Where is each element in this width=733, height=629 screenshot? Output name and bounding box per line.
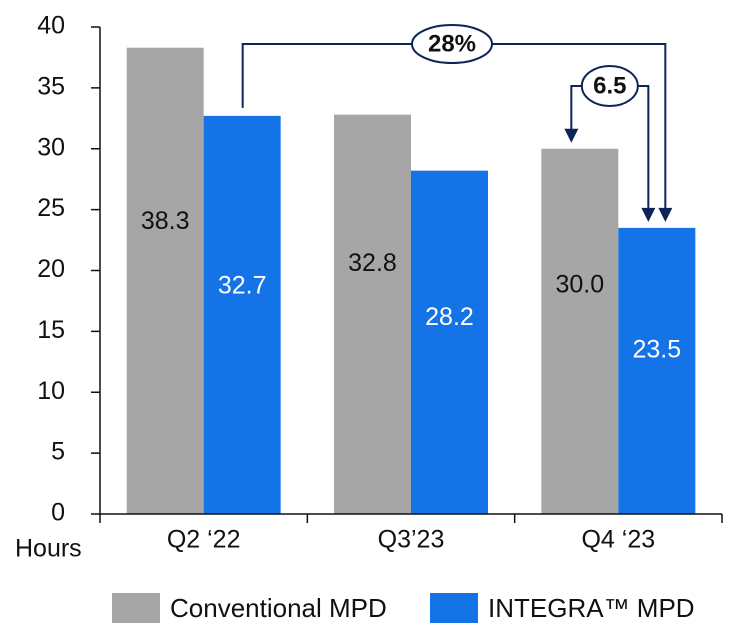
data-label-integra-mpd-q3-23: 28.2 bbox=[425, 303, 474, 331]
annotation-28pct: 28% bbox=[428, 30, 476, 57]
data-label-conventional-mpd-q3-23: 32.8 bbox=[348, 249, 397, 277]
bar-conventional-mpd-q2-22 bbox=[126, 47, 204, 514]
y-tick-label: 15 bbox=[37, 316, 65, 344]
data-label-integra-mpd-q2-22: 32.7 bbox=[218, 272, 267, 300]
bracket-6-5-arrowhead-right bbox=[641, 207, 656, 222]
y-axis-unit-label: Hours bbox=[15, 535, 82, 563]
y-tick-label: 10 bbox=[37, 377, 65, 405]
x-tick-label: Q4 ‘23 bbox=[581, 526, 655, 554]
y-tick-label: 0 bbox=[51, 499, 65, 527]
bar-chart: 38.3 32.8 30.0 32.7 28.2 23.5 0 5 10 15 20 25 30 35 4… bbox=[15, 12, 723, 563]
data-label-conventional-mpd-q4-23: 30.0 bbox=[555, 270, 604, 298]
y-tick-label: 40 bbox=[37, 12, 65, 40]
bar-integra-mpd-q4-23 bbox=[618, 227, 696, 514]
legend-label-conventional: Conventional MPD bbox=[170, 592, 387, 623]
y-tick-label: 30 bbox=[37, 133, 65, 161]
bars: 38.3 32.8 30.0 32.7 28.2 23.5 bbox=[126, 47, 696, 515]
bar-integra-mpd-q2-22 bbox=[203, 115, 281, 514]
data-label-integra-mpd-q4-23: 23.5 bbox=[632, 336, 681, 364]
bracket-6-5-arrowhead-left bbox=[564, 128, 579, 143]
legend: Conventional MPD INTEGRA™ MPD bbox=[0, 590, 733, 626]
legend-item-conventional-mpd: Conventional MPD bbox=[112, 590, 387, 626]
y-tick-label: 25 bbox=[37, 194, 65, 222]
data-label-conventional-mpd-q2-22: 38.3 bbox=[141, 207, 190, 235]
legend-swatch-integra bbox=[430, 593, 478, 623]
bar-integra-mpd-q3-23 bbox=[411, 170, 488, 515]
bubble-6-5 bbox=[580, 65, 639, 107]
bubble-28pct bbox=[411, 24, 493, 64]
annotations: 28% 6.5 bbox=[241, 24, 673, 222]
axes: 0 5 10 15 20 25 30 35 40 Q2 ‘22 Q3’23 Q4 ‘23 Hours bbox=[15, 12, 723, 563]
bar-conventional-mpd-q4-23 bbox=[541, 148, 619, 514]
legend-swatch-conventional bbox=[112, 593, 160, 623]
bar-conventional-mpd-q3-23 bbox=[334, 114, 411, 514]
legend-label-integra: INTEGRA™ MPD bbox=[488, 592, 695, 623]
legend-item-integra-mpd: INTEGRA™ MPD bbox=[430, 590, 695, 626]
x-tick-label: Q2 ‘22 bbox=[167, 526, 241, 554]
annotation-6-5: 6.5 bbox=[593, 72, 626, 99]
y-tick-label: 5 bbox=[51, 438, 65, 466]
y-tick-label: 20 bbox=[37, 255, 65, 283]
x-tick-label: Q3’23 bbox=[378, 526, 445, 554]
y-tick-label: 35 bbox=[37, 72, 65, 100]
bracket-28pct-arrowhead bbox=[658, 207, 673, 222]
